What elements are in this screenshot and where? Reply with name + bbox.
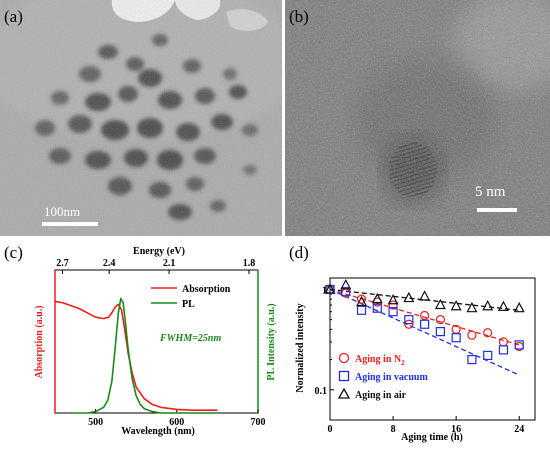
aging-y-axis-label: Normalized intensity [295, 303, 306, 392]
legend-pl-label: PL [182, 299, 195, 310]
air-data-point [466, 301, 478, 313]
air-data-point [371, 292, 383, 304]
legend-n2-marker [338, 352, 350, 364]
panel-b-label: (b) [289, 7, 309, 26]
air-data-point [482, 299, 494, 311]
air-data-point [513, 301, 525, 313]
trend-line [329, 288, 520, 346]
legend-absorption-label: Absorption [182, 284, 231, 295]
vacuum-data-point [356, 305, 367, 315]
legend-air-marker [337, 387, 351, 399]
panel-d-aging-chart: (d) 0 8 16 24 0.1 1 Aging time (h) Normalized… [285, 240, 550, 446]
top-axis-title: Energy (eV) [133, 246, 185, 257]
panel-c-label: (c) [4, 243, 23, 262]
air-data-point [340, 278, 352, 290]
panel-b-hrtem-image: (b) 5 nm [285, 0, 550, 236]
panel-a-scalebar [42, 222, 98, 226]
panel-a-scalebar-text: 100nm [44, 204, 80, 219]
top-tick-label: 2.7 [56, 258, 69, 269]
vacuum-data-point [498, 345, 509, 355]
x-tick-label: 700 [251, 417, 266, 428]
aging-chart-svg: (d) 0 8 16 24 0.1 1 Aging time (h) Normalized… [289, 243, 536, 443]
legend-air-label: Aging in air [355, 390, 407, 401]
air-data-point [403, 291, 415, 303]
top-tick-label: 2.4 [103, 258, 116, 269]
n2-data-point [435, 315, 445, 325]
legend-n2-label: Aging in N2 [355, 354, 405, 367]
vacuum-data-point [514, 340, 524, 350]
aging-x-axis-label: Aging time (h) [401, 432, 463, 443]
top-tick-label: 2.1 [163, 258, 176, 269]
air-data-point [434, 298, 446, 310]
spectra-chart-svg: (c) Energy (eV) 2.7 2.4 2.1 1.8 500 600 700 W… [4, 243, 277, 437]
panel-b-scalebar [477, 208, 517, 212]
vacuum-data-point [451, 333, 461, 343]
vacuum-data-point [388, 307, 398, 317]
vacuum-data-point [467, 354, 477, 365]
panel-a-label: (a) [4, 7, 23, 26]
air-data-point [419, 290, 431, 301]
air-data-point [387, 293, 399, 305]
n2-data-point [498, 337, 509, 347]
air-data-point [497, 300, 509, 311]
panel-d-label: (d) [289, 243, 309, 262]
x-tick-label: 600 [169, 417, 184, 428]
aging-x-tick-label: 0 [328, 424, 333, 435]
n2-data-point [356, 294, 367, 304]
panel-a-tem-image: (a) 100nm [0, 0, 300, 236]
right-y-axis-label: PL Intensity (a.u.) [266, 303, 277, 380]
hrtem-image: (b) 5 nm [285, 0, 550, 236]
series-pl-line [71, 297, 218, 414]
x-tick-label: 500 [88, 417, 103, 428]
aging-x-tick-label: 8 [391, 424, 396, 435]
vacuum-data-point [404, 315, 414, 325]
aging-plot-frame [329, 277, 536, 421]
vacuum-data-point [420, 319, 430, 329]
left-y-axis-label: Absorption (a.u.) [34, 305, 45, 378]
n2-data-point [388, 300, 398, 310]
legend-vacuum-marker [338, 370, 350, 382]
panel-c-spectra-chart: (c) Energy (eV) 2.7 2.4 2.1 1.8 500 600 700 W… [0, 240, 282, 446]
vacuum-data-point [483, 350, 493, 361]
air-data-point [356, 295, 368, 307]
aging-x-tick-label: 16 [451, 424, 461, 435]
vacuum-data-point [341, 287, 351, 297]
n2-data-point [420, 310, 430, 321]
aging-y-tick-label: 0.1 [315, 386, 328, 397]
air-data-point [324, 283, 336, 294]
n2-data-point [467, 330, 477, 340]
vacuum-data-point [435, 327, 445, 337]
x-axis-label: Wavelength (nm) [121, 426, 195, 437]
panel-b-scalebar-text: 5 nm [475, 184, 506, 200]
fwhm-annotation: FWHM=25nm [159, 333, 221, 344]
aging-x-tick-label: 24 [514, 424, 524, 435]
air-data-point [450, 299, 462, 311]
legend-vacuum-label: Aging in vacuum [355, 372, 428, 383]
aging-y-tick-label: 1 [322, 285, 327, 296]
vacuum-data-point [372, 303, 382, 313]
top-tick-label: 1.8 [243, 258, 256, 269]
tem-overview-image: (a) 100nm [0, 0, 300, 236]
n2-data-point [483, 328, 493, 338]
